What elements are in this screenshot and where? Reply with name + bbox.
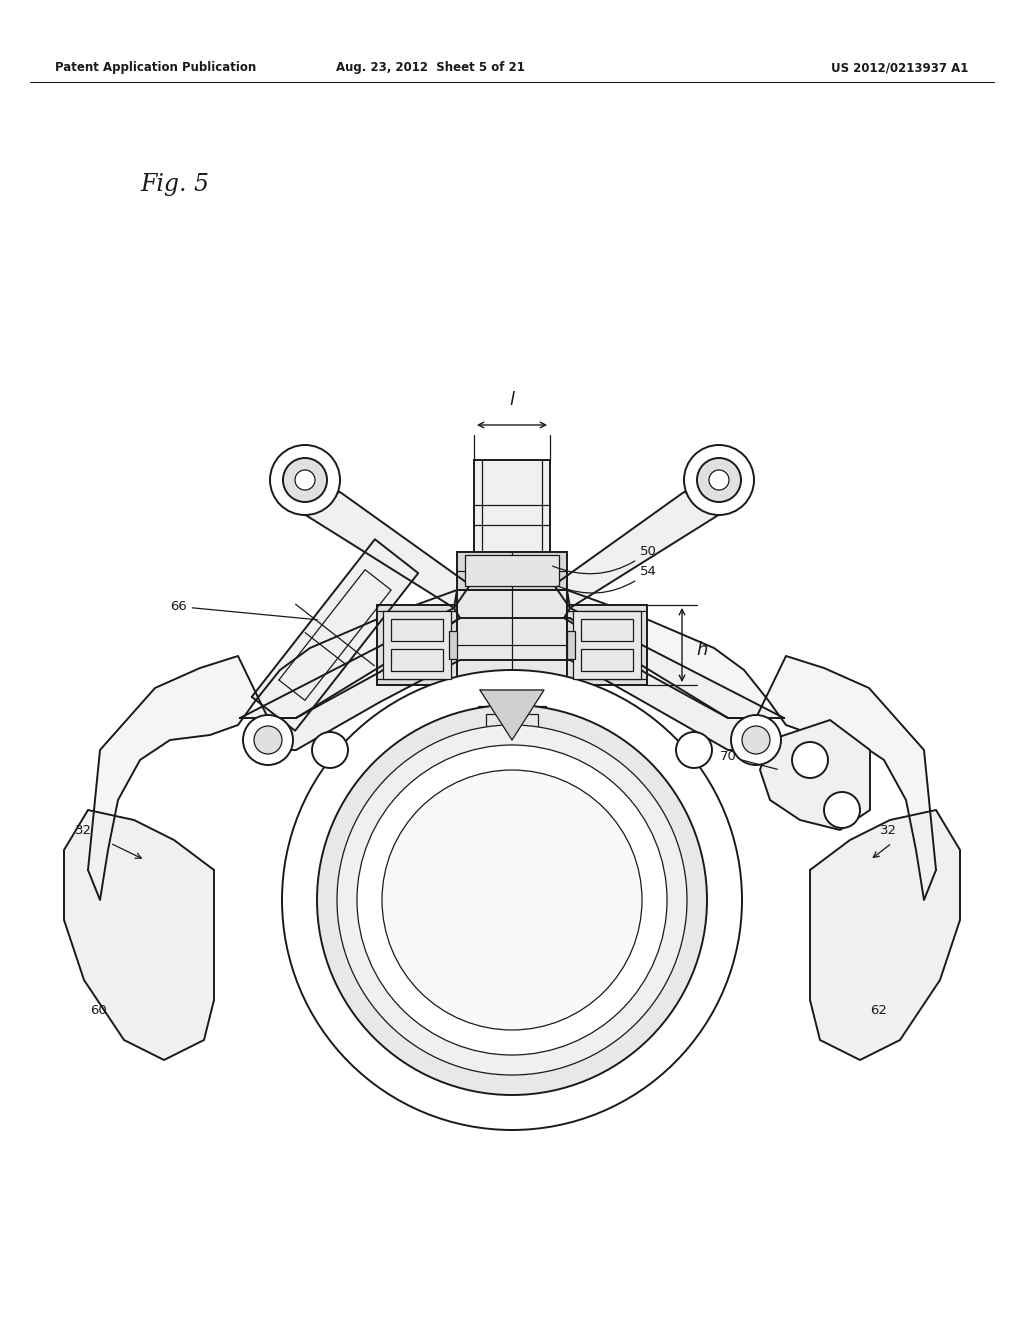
Circle shape [312,733,348,768]
Text: $l$: $l$ [509,391,515,409]
Bar [474,459,550,645]
Text: 32: 32 [880,824,897,837]
Text: 60: 60 [90,1003,106,1016]
Circle shape [283,458,327,502]
Bar [498,700,526,708]
Bar [478,706,546,774]
Polygon shape [288,492,470,609]
Circle shape [295,470,315,490]
Circle shape [709,470,729,490]
Text: Fig. 5: Fig. 5 [140,173,209,197]
Circle shape [337,725,687,1074]
Polygon shape [480,690,544,741]
Circle shape [676,733,712,768]
Text: $h$: $h$ [696,642,709,659]
Circle shape [684,445,754,515]
Polygon shape [88,590,457,900]
Bar [581,649,633,671]
Bar [573,611,641,678]
Text: 54: 54 [558,565,656,593]
Polygon shape [554,492,736,609]
Bar [567,631,575,659]
Bar [449,631,457,659]
Circle shape [357,744,667,1055]
Circle shape [243,715,293,766]
Polygon shape [760,719,870,830]
Bar [486,714,538,737]
Circle shape [317,705,707,1096]
Bar [567,605,647,685]
Bar [457,552,567,590]
Circle shape [742,726,770,754]
Circle shape [792,742,828,777]
Circle shape [731,715,781,766]
Text: 50: 50 [553,545,656,574]
Polygon shape [564,609,784,718]
Polygon shape [240,609,460,718]
Bar [457,590,567,700]
Text: Patent Application Publication: Patent Application Publication [55,62,256,74]
Bar [391,649,443,671]
Bar [581,619,633,642]
Polygon shape [567,590,936,900]
Circle shape [254,726,282,754]
Text: 62: 62 [870,1003,887,1016]
Circle shape [382,770,642,1030]
Circle shape [270,445,340,515]
Bar [383,611,451,678]
Bar [486,744,538,766]
Text: 70: 70 [720,750,777,770]
Bar [391,619,443,642]
Circle shape [282,671,742,1130]
Polygon shape [63,810,214,1060]
Text: 66: 66 [170,601,317,619]
Text: 32: 32 [75,824,92,837]
Circle shape [824,792,860,828]
Polygon shape [252,540,418,731]
Text: US 2012/0213937 A1: US 2012/0213937 A1 [831,62,969,74]
Polygon shape [810,810,961,1060]
Polygon shape [268,618,756,750]
Bar [472,700,552,780]
Bar [465,554,559,586]
Text: Aug. 23, 2012  Sheet 5 of 21: Aug. 23, 2012 Sheet 5 of 21 [336,62,524,74]
Bar [377,605,457,685]
Circle shape [697,458,741,502]
